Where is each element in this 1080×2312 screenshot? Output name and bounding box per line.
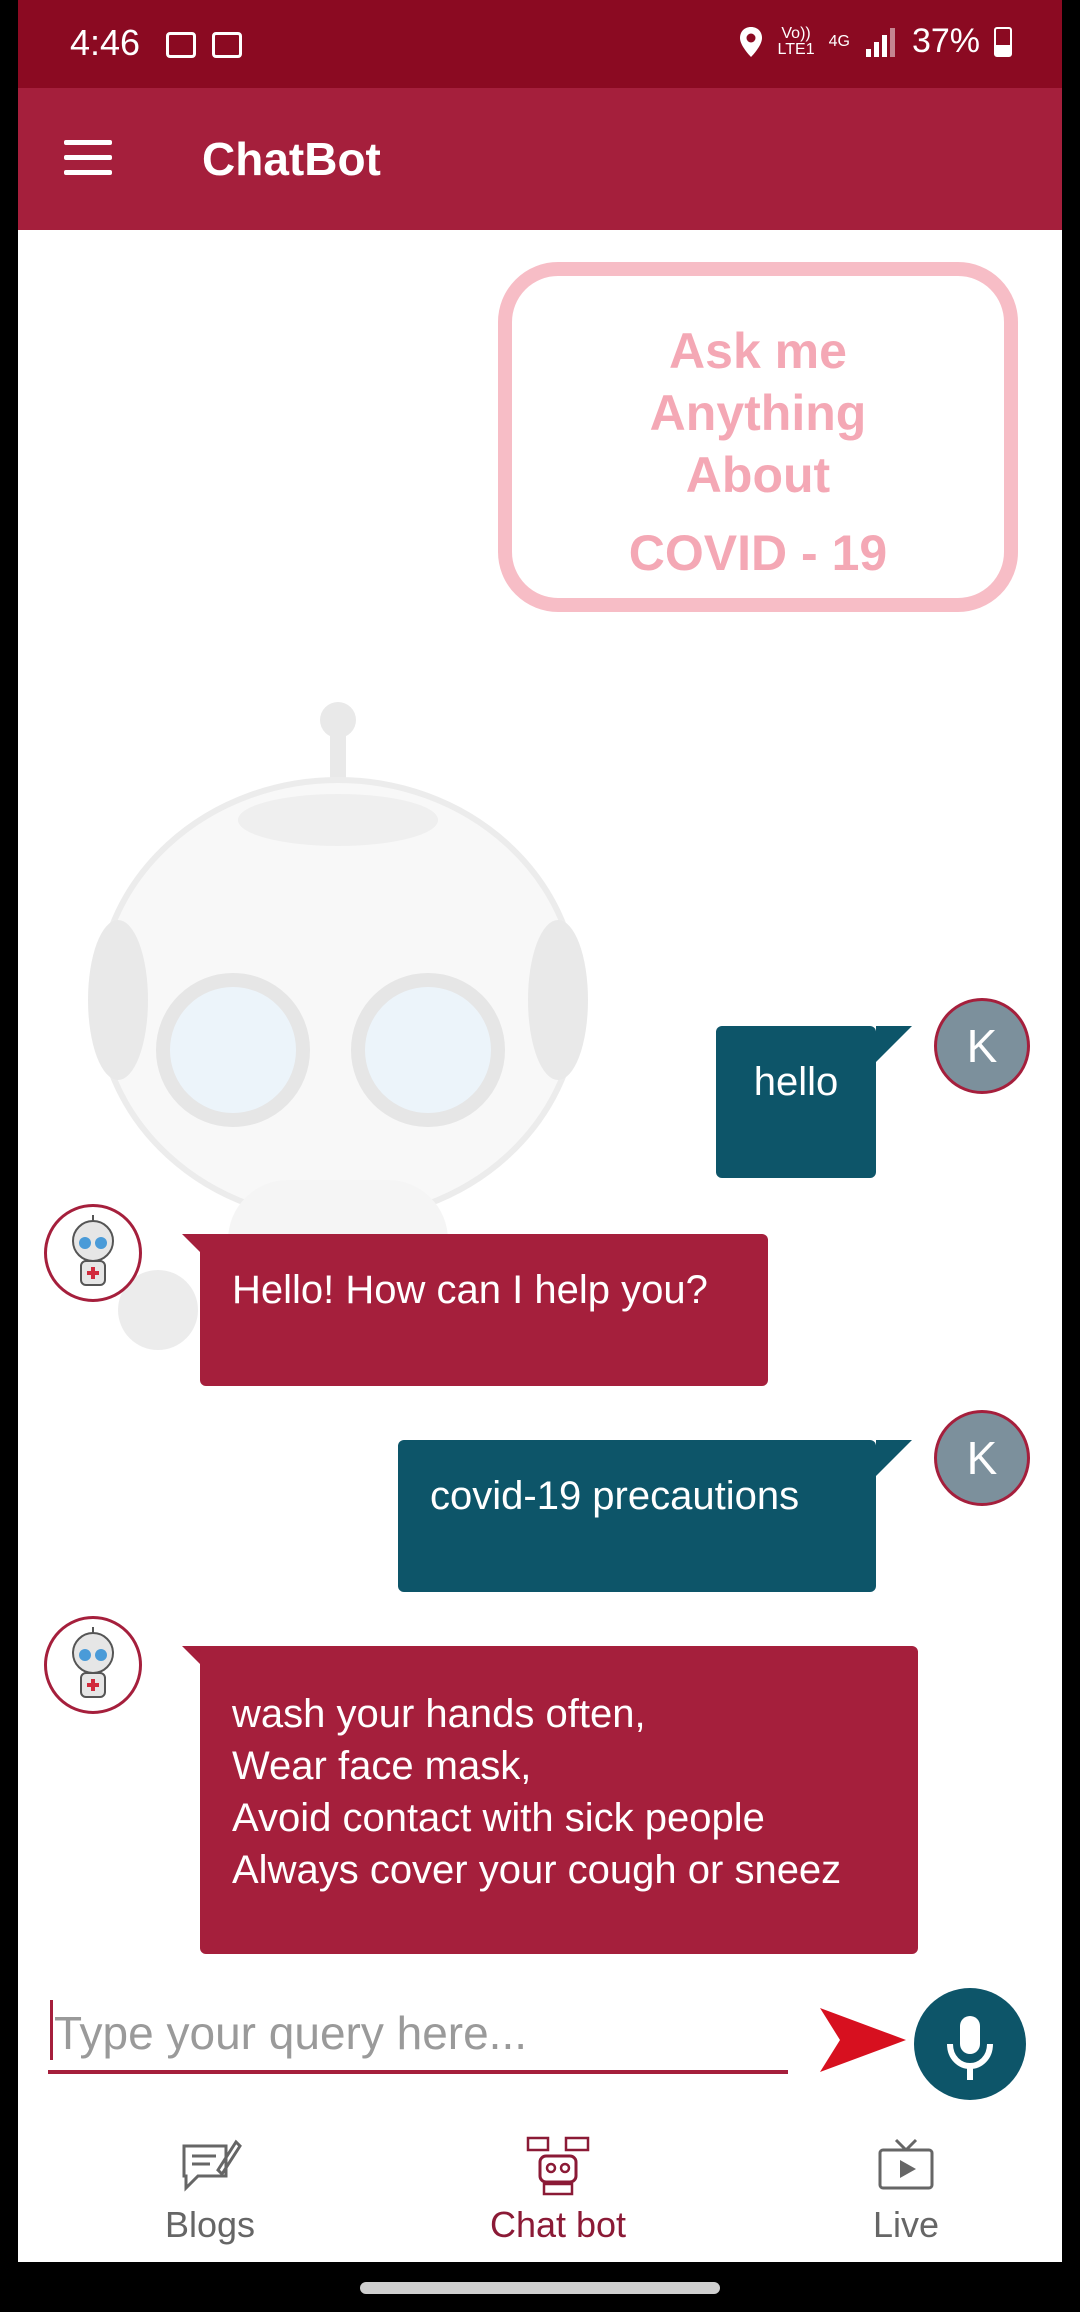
hamburger-icon[interactable]: [64, 140, 112, 176]
app-screen: 4:46 Vo)) LTE1 4G 37%: [18, 0, 1062, 2262]
nav-item-blogs[interactable]: Blogs: [90, 2136, 330, 2246]
robot-icon: [72, 1215, 114, 1286]
status-time: 4:46: [70, 22, 141, 63]
bot-avatar: [44, 1616, 142, 1714]
bubble-tail: [876, 1440, 912, 1476]
blog-icon: [182, 2139, 242, 2192]
battery-percent: 37%: [911, 22, 980, 60]
message-line: Always cover your cough or sneez: [232, 1848, 842, 1892]
status-bar: 4:46 Vo)) LTE1 4G 37%: [18, 0, 1062, 88]
gesture-bar[interactable]: [360, 2282, 720, 2294]
nav-label: Blogs: [164, 2204, 256, 2245]
nav-label: Live: [872, 2204, 940, 2245]
battery-icon: [994, 26, 1012, 57]
signal-icon: [865, 27, 895, 57]
user-avatar: K: [934, 998, 1030, 1094]
user-message-bubble: covid-19 precautions: [398, 1440, 876, 1592]
gallery-icon: [166, 32, 196, 58]
wifi-icon: [212, 32, 242, 58]
app-bar: ChatBot: [18, 88, 1062, 230]
nav-item-live[interactable]: Live: [786, 2136, 1026, 2246]
user-message-bubble: hello: [716, 1026, 876, 1178]
user-avatar: K: [934, 1410, 1030, 1506]
message-line: wash your hands often,: [232, 1692, 646, 1736]
bot-message-bubble: wash your hands often, Wear face mask, A…: [200, 1646, 918, 1954]
microphone-icon: [947, 2016, 993, 2080]
query-input[interactable]: [48, 1996, 788, 2074]
bubble-tail: [876, 1026, 912, 1062]
message-line: Wear face mask,: [232, 1744, 532, 1788]
send-icon[interactable]: [818, 2004, 908, 2076]
status-right: Vo)) LTE1 4G 37%: [738, 22, 1012, 61]
ask-me-bubble-art: [498, 262, 1018, 612]
message-line: Avoid contact with sick people: [232, 1796, 765, 1840]
text-cursor: [50, 2000, 53, 2060]
bottom-navigation: Blogs Chat bot Live: [18, 2120, 1062, 2262]
nav-item-chat-bot[interactable]: Chat bot: [438, 2136, 678, 2246]
location-icon: [739, 26, 762, 57]
nav-label: Chat bot: [489, 2204, 627, 2245]
network-type: 4G: [828, 32, 850, 50]
ask-me-text: Ask me Anything About COVID - 19: [628, 323, 888, 581]
robot-icon: [72, 1627, 114, 1698]
bot-message-bubble: Hello! How can I help you?: [200, 1234, 768, 1386]
volte-indicator: Vo)) LTE1: [777, 24, 815, 58]
bot-avatar: [44, 1204, 142, 1302]
chatbot-icon: [526, 2136, 590, 2196]
page-title: ChatBot: [202, 133, 381, 185]
tv-icon: [878, 2138, 934, 2190]
mic-button[interactable]: [914, 1988, 1026, 2100]
